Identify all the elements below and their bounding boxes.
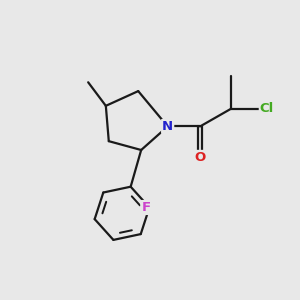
Text: Cl: Cl <box>260 102 274 115</box>
Text: O: O <box>194 151 206 164</box>
Text: F: F <box>141 201 150 214</box>
Text: N: N <box>162 120 173 133</box>
